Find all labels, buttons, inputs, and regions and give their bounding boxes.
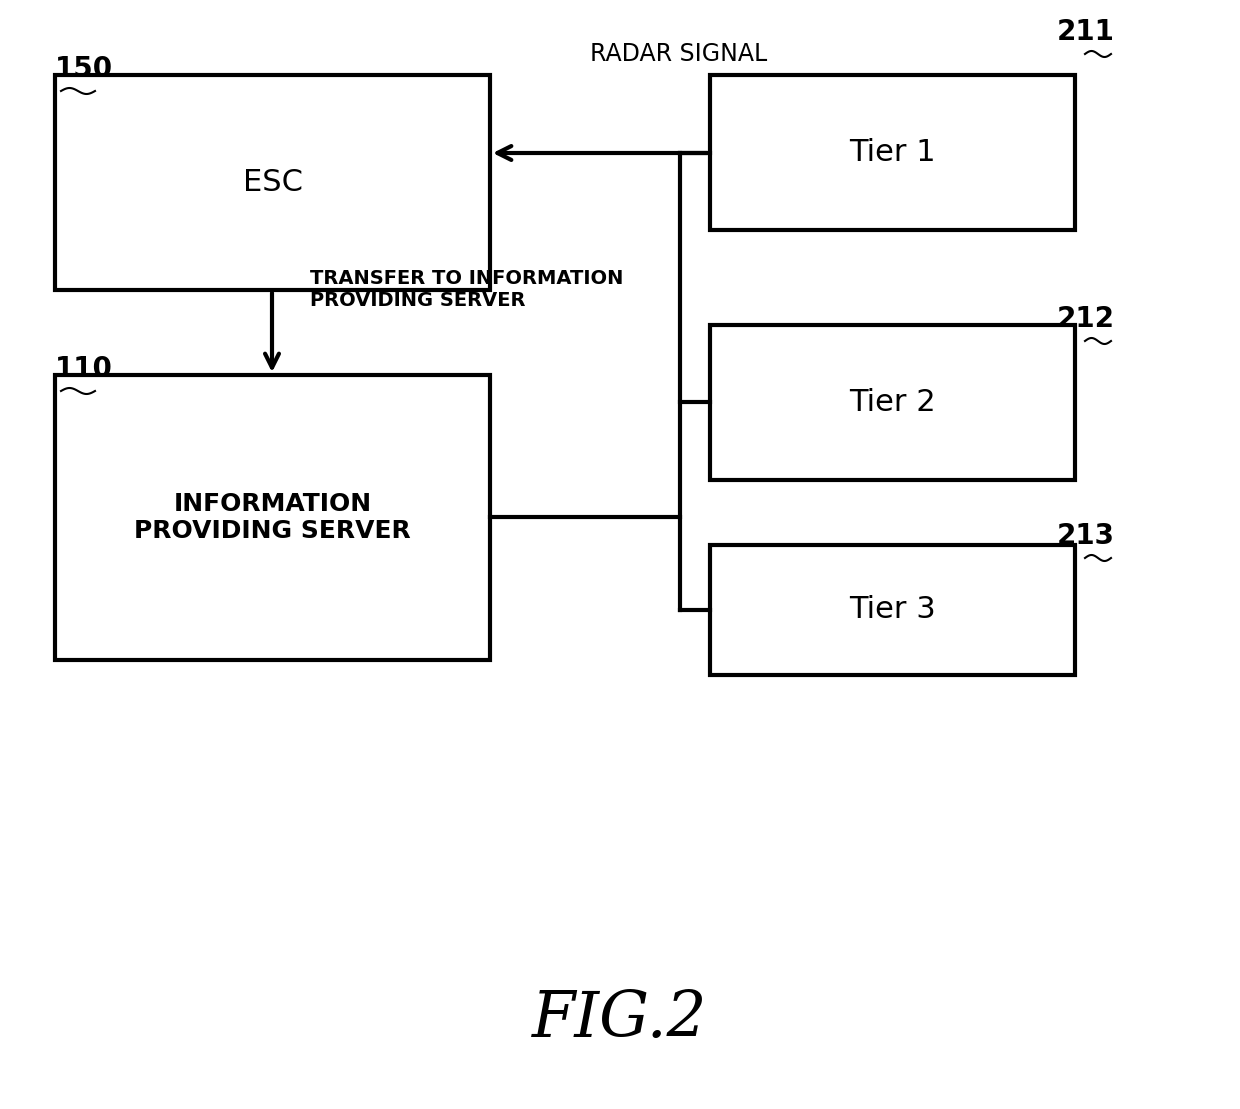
Text: TRANSFER TO INFORMATION
PROVIDING SERVER: TRANSFER TO INFORMATION PROVIDING SERVER <box>310 269 624 311</box>
Text: Tier 1: Tier 1 <box>849 138 936 167</box>
Bar <box>711 325 1075 480</box>
Text: 212: 212 <box>1056 305 1115 333</box>
Text: INFORMATION
PROVIDING SERVER: INFORMATION PROVIDING SERVER <box>134 491 410 543</box>
Bar <box>55 375 490 660</box>
Text: ESC: ESC <box>243 167 303 197</box>
Text: 150: 150 <box>55 55 113 83</box>
Text: Tier 3: Tier 3 <box>849 596 936 624</box>
Bar <box>711 545 1075 675</box>
Text: 110: 110 <box>55 355 113 383</box>
Text: RADAR SIGNAL: RADAR SIGNAL <box>590 42 768 67</box>
Text: 211: 211 <box>1058 18 1115 45</box>
Bar <box>55 75 490 289</box>
Text: FIG.2: FIG.2 <box>532 989 708 1051</box>
Text: Tier 2: Tier 2 <box>849 388 936 417</box>
Bar <box>711 75 1075 230</box>
Text: 213: 213 <box>1056 522 1115 550</box>
